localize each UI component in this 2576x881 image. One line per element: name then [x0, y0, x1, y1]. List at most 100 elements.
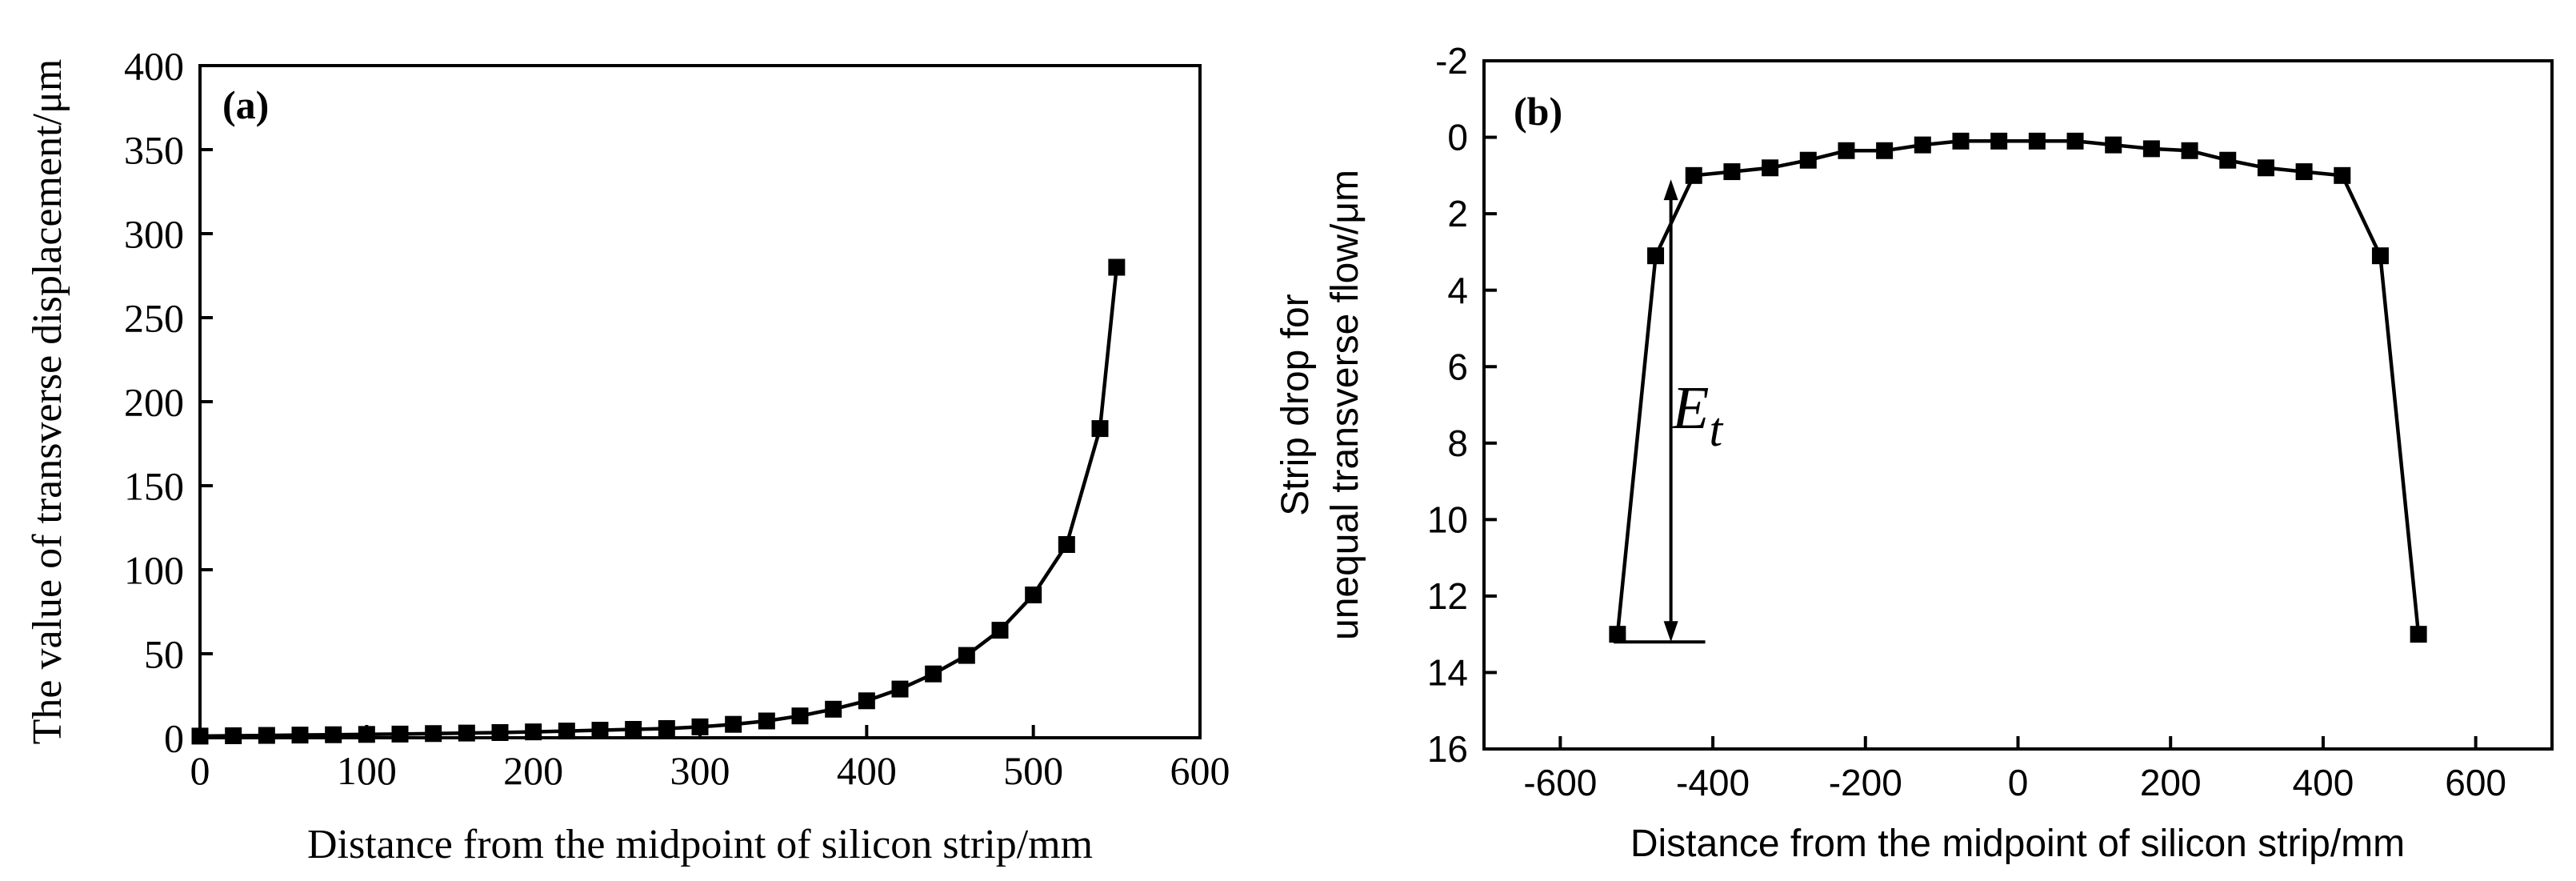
a-x-tick-label: 200	[503, 748, 563, 793]
a-data-point	[991, 622, 1009, 639]
b-y-tick-label: 6	[1447, 346, 1468, 387]
panel-b-label: (b)	[1514, 89, 1562, 134]
a-y-tick-label: 400	[124, 44, 184, 89]
panel-b-et-annotation	[1614, 179, 1706, 644]
panel-a-x-axis-label: Distance from the midpoint of silicon st…	[307, 822, 1093, 867]
a-x-tick-label: 0	[190, 748, 210, 793]
et-arrow-head-top	[1663, 179, 1678, 201]
b-data-point	[2334, 166, 2351, 184]
b-y-tick-label: 12	[1427, 575, 1468, 617]
b-y-tick-label: 0	[1447, 117, 1468, 158]
a-data-point	[925, 665, 942, 683]
a-data-point	[791, 707, 809, 725]
panel-b-et-label: Et	[1671, 374, 1723, 456]
et-subscript: t	[1709, 403, 1723, 456]
a-data-point	[291, 727, 309, 744]
panel-b-y-axis-label-line1: Strip drop for	[1274, 294, 1317, 515]
b-data-point	[2105, 136, 2122, 154]
b-data-point	[1647, 247, 1665, 265]
b-data-point	[1762, 159, 1779, 177]
b-x-tick-label: 0	[2008, 762, 2029, 803]
a-data-point	[191, 727, 209, 745]
a-x-tick-label: 600	[1170, 748, 1230, 793]
a-x-tick-label: 400	[837, 748, 897, 793]
a-data-point	[391, 725, 409, 743]
a-data-point	[358, 726, 375, 743]
a-data-point	[691, 718, 709, 735]
a-data-point	[225, 727, 242, 744]
a-data-point	[658, 719, 675, 737]
a-data-point	[325, 726, 342, 743]
panel-b-y-axis-label-line2: unequal transverse flow/μm	[1324, 170, 1366, 640]
b-x-tick-label: 600	[2445, 762, 2506, 803]
b-data-point	[1723, 163, 1741, 181]
b-y-tick-label: -2	[1435, 40, 1468, 82]
b-y-tick-label: 8	[1447, 422, 1468, 464]
b-data-point	[2257, 159, 2274, 177]
b-x-tick-label: 200	[2140, 762, 2202, 803]
a-data-point	[825, 700, 842, 718]
panel-a-chart: 0 100 200 300 400 500 600 0 50 100 150 200 250 300 35…	[25, 44, 1230, 868]
a-y-tick-label: 100	[124, 548, 184, 593]
a-y-tick-label: 50	[144, 632, 184, 677]
panel-a-ticks	[198, 64, 1202, 739]
panel-b-x-axis-label: Distance from the midpoint of silicon st…	[1630, 823, 2405, 865]
panel-b-y-tick-labels: -2 0 2 4 6 8 10 12 14 16	[1427, 40, 1468, 770]
b-data-point	[2181, 142, 2198, 159]
panel-b-markers	[1609, 132, 2427, 643]
b-y-tick-label: 10	[1427, 499, 1468, 540]
panel-a-markers	[191, 258, 1126, 745]
a-data-point	[1108, 258, 1126, 276]
b-data-point	[2066, 132, 2084, 150]
a-data-point	[491, 723, 509, 741]
b-x-tick-label: 400	[2293, 762, 2354, 803]
a-x-tick-label: 500	[1003, 748, 1063, 793]
panel-b-x-tick-labels: -600 -400 -200 0 200 400 600	[1523, 762, 2506, 803]
b-data-point	[1876, 142, 1894, 159]
b-data-point	[1685, 166, 1702, 184]
a-y-tick-label: 300	[124, 212, 184, 257]
panel-b-ticks	[1484, 59, 2478, 751]
a-data-point	[425, 725, 442, 743]
b-y-tick-label: 14	[1427, 652, 1468, 694]
panel-a-label: (a)	[222, 82, 269, 127]
a-y-tick-label: 350	[124, 128, 184, 173]
a-data-point	[891, 680, 909, 698]
a-data-point	[458, 724, 475, 742]
a-data-point	[558, 723, 575, 740]
b-data-point	[2410, 626, 2427, 643]
b-data-point	[1952, 132, 1970, 150]
a-data-point	[1058, 536, 1075, 553]
panel-b-series-line	[1615, 139, 2421, 635]
et-arrow-head-bottom	[1663, 621, 1678, 643]
b-x-tick-label: -400	[1676, 762, 1750, 803]
a-data-point	[958, 647, 975, 664]
b-data-point	[2142, 140, 2160, 158]
a-x-tick-label: 300	[670, 748, 730, 793]
b-x-tick-label: -200	[1829, 762, 1902, 803]
a-data-point	[725, 715, 742, 733]
b-data-point	[1838, 142, 1855, 159]
a-y-tick-label: 250	[124, 296, 184, 341]
et-main-letter: E	[1671, 374, 1709, 442]
panel-a-y-axis-label: The value of transverse displacement/μm	[25, 59, 70, 745]
panel-a-x-tick-labels: 0 100 200 300 400 500 600	[190, 748, 1230, 793]
a-x-tick-label: 100	[337, 748, 397, 793]
b-x-tick-label: -600	[1523, 762, 1597, 803]
b-y-tick-label: 4	[1447, 270, 1468, 311]
b-data-point	[2295, 163, 2313, 181]
a-data-point	[758, 712, 775, 730]
b-data-point	[2028, 132, 2046, 150]
b-data-point	[1609, 626, 1626, 643]
a-data-point	[858, 692, 875, 710]
b-data-point	[2219, 151, 2237, 169]
panel-b-chart: -600 -400 -200 0 200 400 600 -2 0 2 4 6 8 10 12 14 16 (…	[1274, 40, 2554, 865]
a-data-point	[1091, 420, 1109, 438]
b-y-tick-label: 2	[1447, 193, 1468, 234]
a-data-point	[591, 722, 609, 739]
a-data-point	[625, 721, 642, 738]
b-data-point	[1914, 136, 1931, 154]
b-data-point	[1990, 132, 2008, 150]
b-y-tick-label: 16	[1427, 728, 1468, 770]
